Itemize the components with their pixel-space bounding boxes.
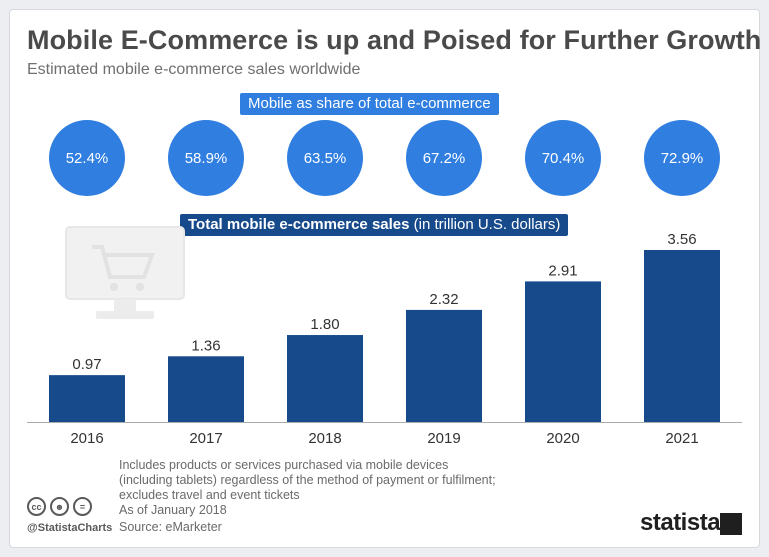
share-circle: 67.2% <box>406 120 482 196</box>
page-title: Mobile E-Commerce is up and Poised for F… <box>27 25 762 55</box>
share-circle: 52.4% <box>49 120 125 196</box>
bar-value-label: 1.80 <box>310 316 339 333</box>
x-tick-label: 2016 <box>70 430 103 447</box>
bar-2017 <box>168 356 244 422</box>
no-derivatives-icon: = <box>73 497 92 516</box>
sales-label: Total mobile e-commerce sales (in trilli… <box>180 214 569 236</box>
bar-2018 <box>287 335 363 422</box>
share-circle: 72.9% <box>644 120 720 196</box>
x-tick-label: 2017 <box>189 430 222 447</box>
source-text: Source: eMarketer <box>119 520 222 534</box>
page-subtitle: Estimated mobile e-commerce sales worldw… <box>27 61 361 78</box>
bar-2020 <box>525 281 601 422</box>
bar-2016 <box>49 375 125 422</box>
statista-logo-mark <box>720 513 742 535</box>
sales-label-bold: Total mobile e-commerce sales <box>188 216 410 233</box>
x-tick-label: 2018 <box>308 430 341 447</box>
sales-label-unit: (in trillion U.S. dollars) <box>409 216 561 233</box>
x-tick-label: 2021 <box>665 430 698 447</box>
bar-value-label: 2.32 <box>429 291 458 308</box>
bar-value-label: 0.97 <box>72 356 101 373</box>
shopping-cart-monitor-icon <box>65 226 185 319</box>
share-circle: 70.4% <box>525 120 601 196</box>
footnote-line: (including tablets) regardless of the me… <box>119 473 496 487</box>
share-circle: 58.9% <box>168 120 244 196</box>
twitter-handle: @StatistaCharts <box>27 522 113 534</box>
bar-value-label: 1.36 <box>191 337 220 354</box>
statista-logo: statista <box>640 509 721 536</box>
footnote: Includes products or services purchased … <box>119 458 579 518</box>
bar-value-label: 2.91 <box>548 262 577 279</box>
share-label: Mobile as share of total e-commerce <box>240 93 499 115</box>
footnote-line: excludes travel and event tickets <box>119 488 300 502</box>
x-tick-label: 2019 <box>427 430 460 447</box>
creative-commons-icon: cc <box>27 497 46 516</box>
footnote-line: Includes products or services purchased … <box>119 458 449 472</box>
attribution-icon: ☻ <box>50 497 69 516</box>
bar-value-label: 3.56 <box>667 231 696 248</box>
share-circle: 63.5% <box>287 120 363 196</box>
x-tick-label: 2020 <box>546 430 579 447</box>
license-icons: cc ☻ = <box>27 497 92 516</box>
bar-2019 <box>406 309 482 422</box>
footnote-line: As of January 2018 <box>119 503 227 517</box>
bar-2021 <box>644 250 720 422</box>
